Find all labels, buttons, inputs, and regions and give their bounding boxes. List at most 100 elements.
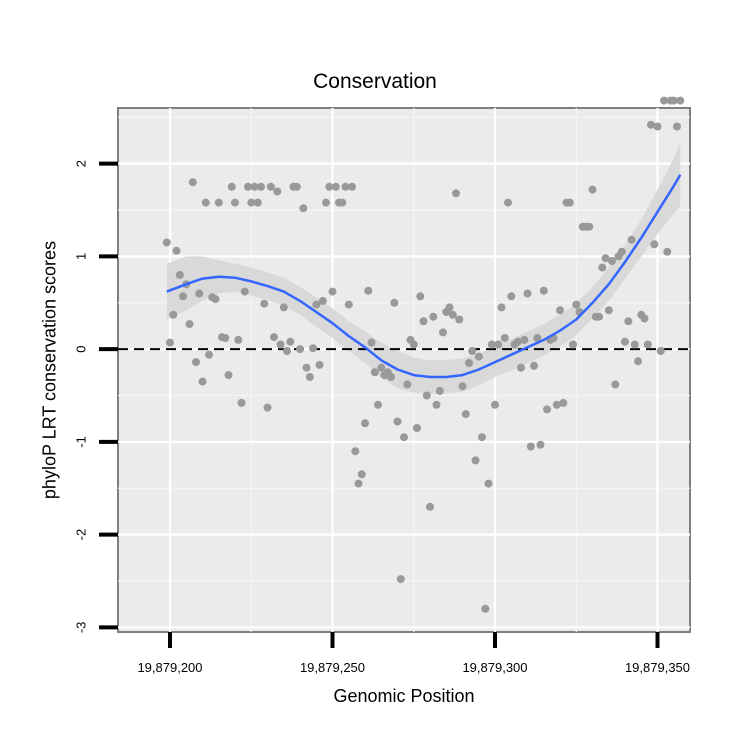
data-point [481, 604, 490, 613]
data-point [400, 433, 408, 442]
data-point [270, 333, 278, 342]
data-point [263, 403, 272, 412]
x-tick-label: 19,879,300 [462, 660, 527, 675]
data-point [292, 182, 301, 191]
data-point [452, 189, 460, 198]
data-point [221, 334, 230, 342]
data-point [250, 182, 259, 191]
data-point [244, 182, 252, 191]
data-point [465, 359, 473, 367]
data-point [409, 340, 418, 349]
data-point [224, 371, 233, 380]
data-point [338, 198, 347, 207]
data-point [195, 289, 204, 298]
confidence-ribbon-group [166, 143, 681, 394]
data-point [617, 247, 626, 256]
data-point [523, 289, 532, 298]
y-tick-label: 1 [73, 253, 88, 260]
data-point [429, 312, 438, 321]
data-point [624, 317, 633, 326]
confidence-ribbon [166, 143, 681, 394]
data-point [621, 337, 629, 346]
data-point [595, 312, 603, 321]
data-point [426, 502, 434, 511]
data-point [543, 405, 551, 414]
data-point [237, 398, 246, 407]
x-axis-label: Genomic Position [333, 686, 475, 706]
data-point [322, 198, 330, 207]
data-point [201, 198, 210, 207]
y-tick-label: -3 [73, 622, 88, 634]
data-point [611, 380, 620, 389]
data-point [673, 122, 681, 131]
data-point [348, 182, 356, 191]
data-point [286, 337, 295, 346]
data-point [231, 198, 239, 207]
data-point [598, 263, 607, 272]
y-axis-label: phyloP LRT conservation scores [39, 240, 60, 500]
data-point [552, 400, 561, 409]
data-point [504, 198, 512, 207]
data-point [526, 442, 535, 451]
data-point [419, 317, 428, 326]
data-point [643, 340, 652, 349]
data-point [491, 400, 499, 409]
data-point [172, 246, 181, 255]
y-tick-label: 0 [74, 345, 89, 352]
data-point [484, 479, 493, 488]
smooth-line-group [166, 174, 682, 379]
data-point [676, 96, 685, 105]
data-point [468, 347, 477, 355]
data-point [478, 433, 486, 442]
data-point [461, 410, 470, 419]
data-point [487, 340, 496, 349]
data-point [240, 287, 249, 296]
data-point [413, 424, 421, 432]
data-point [370, 368, 379, 377]
data-point [585, 222, 594, 231]
data-point [445, 303, 454, 312]
data-point [588, 185, 597, 194]
data-point [390, 298, 399, 307]
data-point [458, 382, 467, 391]
data-point [422, 391, 431, 400]
data-point [656, 347, 665, 355]
data-point [299, 204, 308, 213]
data-point [533, 334, 542, 342]
data-point [192, 358, 200, 367]
data-point [559, 398, 568, 407]
data-point [312, 300, 321, 309]
data-point [367, 338, 376, 347]
data-point [432, 400, 441, 409]
x-tick-label: 19,879,250 [300, 660, 365, 675]
data-point [357, 470, 366, 479]
data-point [266, 182, 275, 191]
data-point [234, 335, 243, 344]
data-point [556, 306, 564, 315]
data-point [188, 178, 197, 187]
data-point [374, 400, 382, 409]
data-point [471, 456, 480, 465]
data-point [513, 337, 522, 346]
data-point [439, 328, 447, 337]
data-point [318, 296, 327, 305]
data-point [539, 286, 548, 295]
data-point [604, 306, 613, 315]
data-point [211, 295, 220, 304]
data-point [309, 344, 317, 353]
data-point [520, 335, 529, 344]
x-tick-label: 19,879,350 [625, 660, 690, 675]
data-point [175, 270, 184, 279]
data-point [302, 363, 311, 372]
data-point [166, 338, 174, 347]
data-point [331, 182, 340, 191]
data-point [279, 303, 288, 312]
data-point [393, 417, 402, 426]
data-point [530, 361, 538, 370]
data-points [162, 96, 685, 613]
data-point [647, 120, 655, 129]
data-point [273, 187, 282, 196]
x-tick-label: 19,879,200 [137, 660, 202, 675]
